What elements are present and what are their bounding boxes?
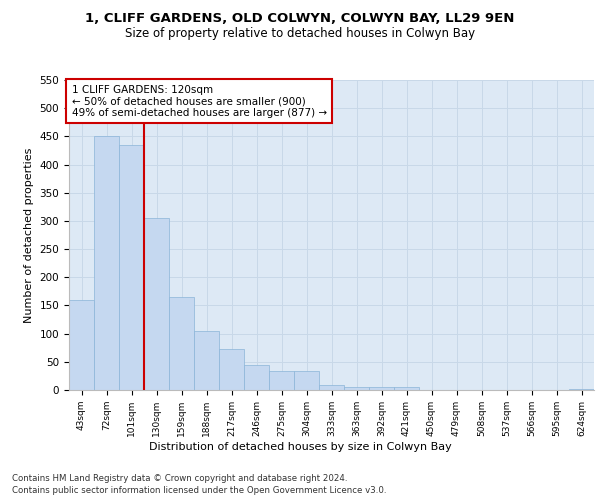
Text: 1 CLIFF GARDENS: 120sqm
← 50% of detached houses are smaller (900)
49% of semi-d: 1 CLIFF GARDENS: 120sqm ← 50% of detache… (71, 84, 327, 118)
Bar (394, 387, 419, 390)
Bar (369, 387, 394, 390)
Text: 1, CLIFF GARDENS, OLD COLWYN, COLWYN BAY, LL29 9EN: 1, CLIFF GARDENS, OLD COLWYN, COLWYN BAY… (85, 12, 515, 26)
Bar (144, 218, 169, 390)
Text: Contains public sector information licensed under the Open Government Licence v3: Contains public sector information licen… (12, 486, 386, 495)
Text: Distribution of detached houses by size in Colwyn Bay: Distribution of detached houses by size … (149, 442, 451, 452)
Bar (294, 372, 319, 390)
Bar (119, 145, 144, 390)
Y-axis label: Number of detached properties: Number of detached properties (24, 148, 34, 322)
Bar (194, 331, 219, 390)
Text: Contains HM Land Registry data © Crown copyright and database right 2024.: Contains HM Land Registry data © Crown c… (12, 474, 347, 483)
Bar (344, 387, 369, 390)
Bar (94, 136, 119, 390)
Bar (219, 349, 244, 390)
Bar (269, 372, 294, 390)
Text: Size of property relative to detached houses in Colwyn Bay: Size of property relative to detached ho… (125, 28, 475, 40)
Bar (244, 365, 269, 390)
Bar (319, 386, 344, 390)
Bar (69, 300, 94, 390)
Bar (569, 389, 594, 390)
Bar (169, 297, 194, 390)
